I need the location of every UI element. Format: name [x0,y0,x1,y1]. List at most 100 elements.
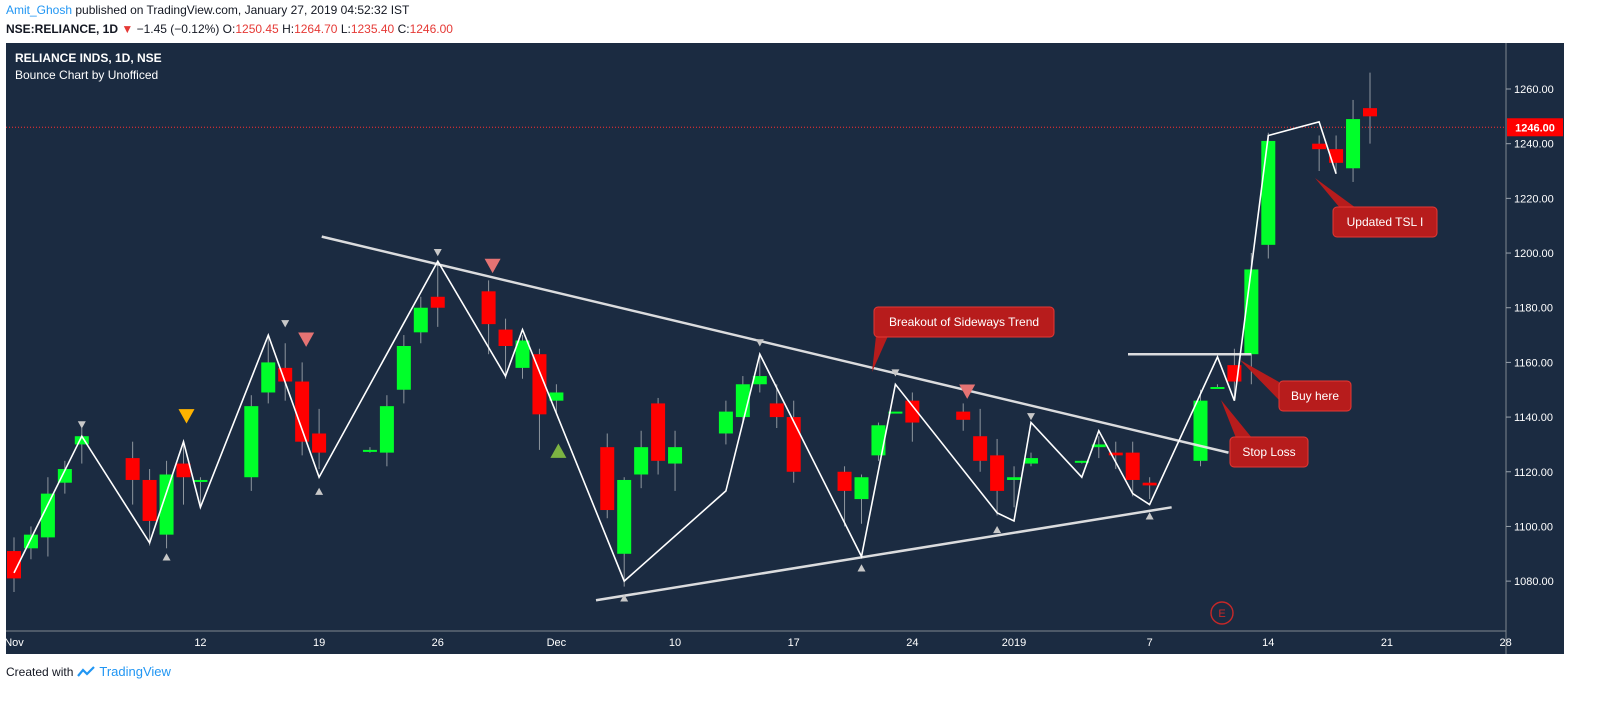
candle-body-54 [1261,140,1276,245]
annotation-pointer-0 [872,336,888,372]
pivot-low-marker-5 [1145,512,1154,520]
candle-body-10 [244,406,259,478]
chart-title: RELIANCE INDS, 1D, NSE [15,51,162,65]
annotation-label-1: Buy here [1291,389,1339,403]
price-tick-label-9: 1260.00 [1514,84,1554,96]
signal-sell-marker-0 [298,332,315,347]
candle-body-57 [1346,119,1361,169]
candle-body-27 [634,447,649,475]
last-price-label: 1246.00 [1515,122,1555,134]
candle-body-50 [1193,400,1208,461]
candle-body-48 [1125,452,1140,480]
annotation-box-0 [873,306,1055,338]
candle-body-8 [176,463,191,478]
pivot-high-marker-3 [755,339,764,347]
change-value: −1.45 (−0.12%) [136,22,220,36]
low-value: 1235.40 [350,22,395,36]
candle-body-35 [837,471,852,491]
annotation-label-3: Updated TSL I [1347,215,1424,229]
candle-body-13 [295,381,310,442]
price-tick-label-8: 1240.00 [1514,139,1554,151]
candle-body-32 [752,376,767,385]
signal-sell-marker-1 [484,258,501,274]
price-axis-panel[interactable] [1506,43,1564,654]
annotation-label-2: Stop Loss [1242,445,1295,459]
candle-body-42 [990,455,1005,491]
time-tick-label-8: 2019 [1002,637,1026,649]
chart-subtitle: Bounce Chart by Unofficed [15,68,158,82]
author-link[interactable]: Amit_Ghosh [6,3,73,17]
price-tick-label-1: 1100.00 [1514,521,1553,533]
open-value: 1250.45 [235,22,279,36]
candle-body-56 [1329,149,1344,163]
signal-yellow-marker [178,409,195,424]
candle-body-37 [871,425,886,456]
close-value: 1246.00 [409,22,453,36]
annotation-label-0: Breakout of Sideways Trend [889,315,1039,329]
candle-body-19 [430,296,445,308]
high-value: 1264.70 [294,22,338,36]
candle-body-14 [312,433,327,453]
change-down-icon: ▼ [121,22,134,36]
candle-body-2 [40,493,55,538]
time-tick-label-12: 28 [1499,637,1511,649]
candle-body-18 [413,307,428,333]
time-axis-panel[interactable] [6,631,1506,654]
pivot-low-marker-1 [315,487,324,495]
publish-text: published on TradingView.com, January 27… [72,3,410,17]
tradingview-brand[interactable]: TradingView [99,664,171,679]
time-tick-label-1: 12 [194,637,206,649]
signal-sell-marker-2 [959,384,976,399]
low-label: L: [340,22,351,36]
candle-body-17 [396,345,411,390]
candle-body-1 [23,534,38,549]
annotation-box-3 [1332,206,1438,238]
time-tick-label-0: Nov [4,637,24,649]
candle-body-36 [854,477,869,500]
time-tick-label-5: 10 [669,637,681,649]
candle-body-39 [905,400,920,423]
candle-body-29 [668,447,683,464]
candle-body-28 [651,403,666,461]
candle-body-46 [1091,444,1106,448]
candle-body-58 [1363,108,1377,117]
pivot-low-marker-0 [162,553,171,561]
candle-body-16 [379,406,394,453]
ohlc-line: NSE:RELIANCE, 1D ▼ −1.45 (−0.12%) O:1250… [6,22,453,36]
annotation-pointer-1 [1240,360,1279,400]
open-label: O: [222,22,236,36]
time-tick-label-2: 19 [313,637,325,649]
candle-body-5 [125,458,140,480]
bounce-zigzag-line [13,120,1337,583]
candle-body-23 [532,354,547,415]
annotation-box-1 [1278,380,1352,412]
candle-body-0 [7,551,21,579]
footer: Created with TradingView [6,664,171,679]
time-tick-label-3: 26 [432,637,444,649]
candle-body-26 [617,479,632,554]
price-tick-label-6: 1200.00 [1514,248,1554,260]
pivot-high-marker-1 [281,320,290,328]
price-tick-label-0: 1080.00 [1514,576,1554,588]
time-tick-label-10: 14 [1262,637,1274,649]
earnings-label: E [1218,608,1225,620]
candle-body-44 [1024,458,1038,464]
candle-body-11 [261,362,276,393]
earnings-icon [1210,601,1234,625]
annotation-pointer-2 [1221,400,1252,438]
annotation-box-2 [1229,436,1309,468]
candle-body-21 [498,329,513,346]
price-tick-label-4: 1160.00 [1514,357,1553,369]
candle-body-6 [142,479,157,521]
candle-body-20 [481,291,496,325]
candle-body-49 [1142,482,1157,486]
candle-body-38 [888,411,903,414]
candle-body-3 [57,469,72,483]
pivot-low-marker-3 [857,564,866,572]
symbol-line: NSE:RELIANCE, 1D [6,22,119,36]
price-tick-label-2: 1120.00 [1514,467,1553,479]
candle-body-41 [973,436,988,461]
candle-body-47 [1108,452,1123,456]
candle-body-22 [515,340,530,368]
